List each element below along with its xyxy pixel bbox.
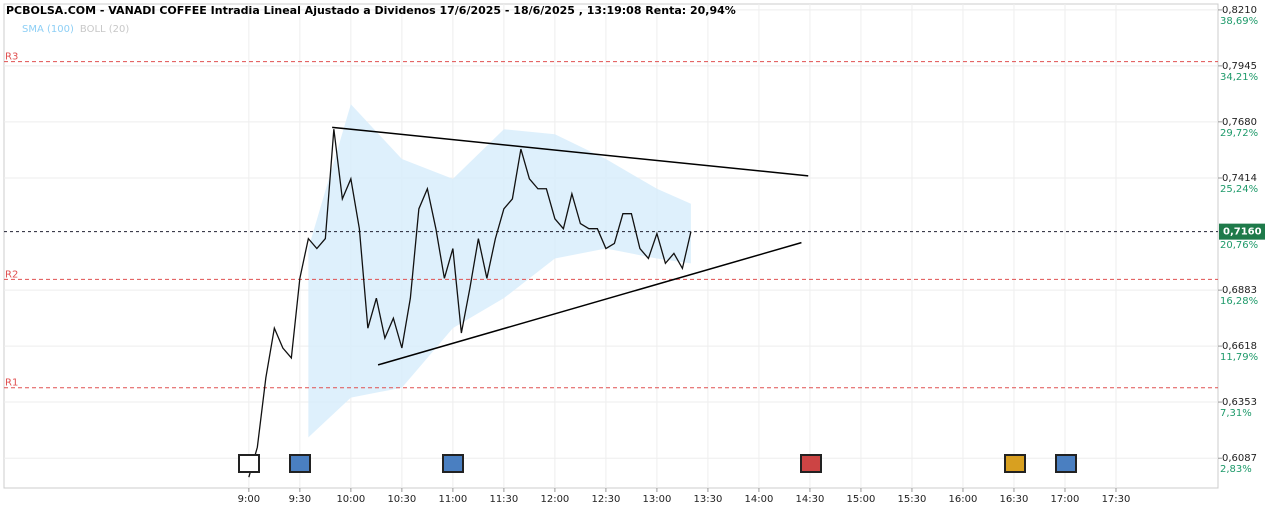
y2-tick-label: 11,79% <box>1220 352 1258 363</box>
y2-tick-label: 38,69% <box>1220 16 1258 27</box>
event-icon <box>1055 454 1077 473</box>
event-icon <box>800 454 822 473</box>
y2-tick-label: 16,28% <box>1220 296 1258 307</box>
x-tick-label: 17:00 <box>1051 494 1080 505</box>
y2-tick-label: 7,31% <box>1220 408 1252 419</box>
price-line <box>248 129 692 478</box>
x-tick-label: 14:30 <box>796 494 825 505</box>
y-tick-label: 0,6618 <box>1222 341 1257 352</box>
x-tick-label: 9:30 <box>289 494 311 505</box>
y2-tick-label: 34,21% <box>1220 72 1258 83</box>
x-tick-label: 12:30 <box>591 494 620 505</box>
x-tick-label: 17:30 <box>1102 494 1131 505</box>
last-price-label: 0,7160 <box>1223 227 1262 238</box>
legend-entry: SMA (100) <box>22 24 74 35</box>
chart-title: PCBOLSA.COM - VANADI COFFEE Intradia Lin… <box>6 4 736 17</box>
y-tick-label: 0,8210 <box>1222 5 1257 16</box>
y-tick-label: 0,7945 <box>1222 61 1257 72</box>
y2-tick-label: 2,83% <box>1220 464 1252 475</box>
level-label: R2 <box>5 269 18 280</box>
y-tick-label: 0,6087 <box>1222 453 1257 464</box>
x-tick-label: 12:00 <box>540 494 569 505</box>
last-price-box <box>1219 223 1265 240</box>
x-tick-label: 16:00 <box>949 494 978 505</box>
event-icon <box>442 454 464 473</box>
event-icon <box>1004 454 1026 473</box>
level-label: R1 <box>5 378 18 389</box>
x-tick-label: 11:30 <box>489 494 518 505</box>
event-icon <box>289 454 311 473</box>
x-tick-label: 13:30 <box>694 494 723 505</box>
x-tick-label: 16:30 <box>1000 494 1029 505</box>
level-label: R3 <box>5 52 18 63</box>
x-tick-label: 15:00 <box>847 494 876 505</box>
x-tick-label: 14:00 <box>745 494 774 505</box>
y-tick-label: 0,6883 <box>1222 285 1257 296</box>
trendline <box>332 126 809 177</box>
x-tick-label: 10:00 <box>336 494 365 505</box>
x-tick-label: 11:00 <box>438 494 467 505</box>
y2-tick-label: 25,24% <box>1220 184 1258 195</box>
x-tick-label: 9:00 <box>238 494 260 505</box>
x-tick-label: 10:30 <box>387 494 416 505</box>
trendline <box>377 241 802 366</box>
y-tick-label: 0,7414 <box>1222 173 1257 184</box>
y-tick-label: 0,7680 <box>1222 117 1257 128</box>
y2-tick-label: 20,76% <box>1220 240 1258 251</box>
event-icons <box>238 454 1077 473</box>
y2-tick-label: 29,72% <box>1220 128 1258 139</box>
legend-entry: BOLL (20) <box>80 24 130 35</box>
x-tick-label: 15:30 <box>898 494 927 505</box>
event-icon <box>238 454 260 473</box>
bollinger-band <box>308 104 691 438</box>
x-tick-label: 13:00 <box>642 494 671 505</box>
y-tick-label: 0,6353 <box>1222 397 1257 408</box>
